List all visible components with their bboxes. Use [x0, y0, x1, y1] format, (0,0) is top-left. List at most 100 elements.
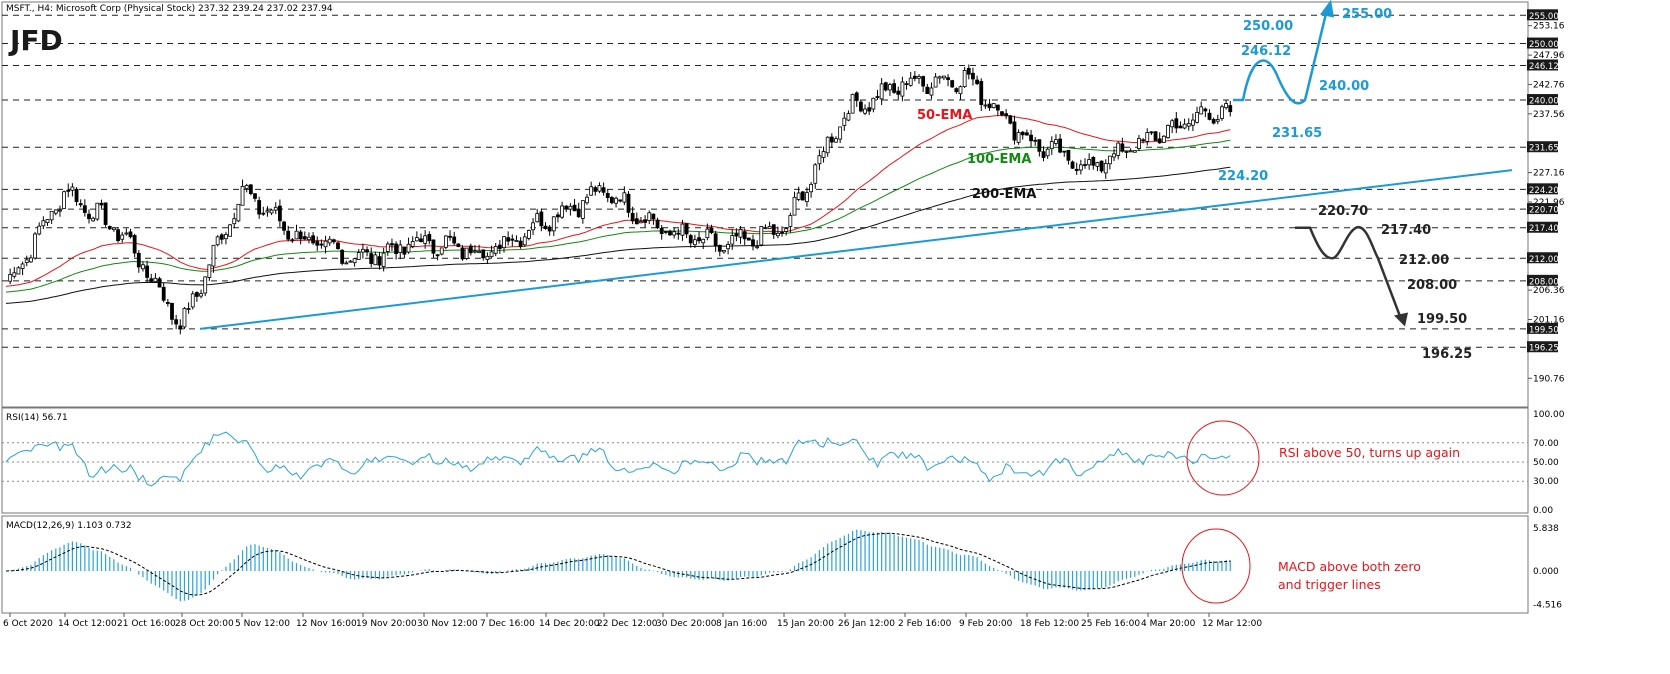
price-tag-label: 212.00 — [1529, 255, 1559, 265]
macd-highlight-circle — [1181, 528, 1251, 604]
candle — [1054, 134, 1058, 146]
candle-body-up — [1078, 164, 1083, 171]
candle — [120, 231, 125, 243]
candle — [165, 299, 170, 307]
candle — [1195, 106, 1199, 124]
candle-body-down — [688, 235, 693, 244]
candle — [377, 252, 382, 270]
candle-body-down — [1029, 134, 1033, 142]
candle — [568, 203, 573, 216]
candle-body-down — [145, 265, 150, 278]
candle-body-down — [742, 231, 747, 240]
candle — [942, 75, 946, 81]
candle-body-down — [867, 107, 872, 112]
candle-body-down — [921, 76, 926, 87]
candle-body-up — [580, 200, 585, 219]
candle-body-down — [298, 231, 303, 240]
candle-body-up — [190, 293, 195, 308]
price-tag-bg — [1527, 183, 1558, 195]
candle — [676, 228, 681, 240]
candle — [572, 198, 577, 212]
candle — [477, 244, 482, 254]
candle-body-up — [502, 236, 506, 249]
candle — [502, 235, 506, 253]
candle-body-down — [468, 245, 473, 254]
jfd-logo: JFD — [8, 24, 63, 57]
candle — [813, 163, 818, 189]
candle-body-down — [170, 302, 174, 320]
candle-body-down — [1074, 168, 1079, 171]
candle — [1087, 153, 1092, 170]
candle — [971, 67, 975, 86]
candle-body-up — [153, 277, 158, 283]
ema100-line — [5, 139, 1231, 293]
candle — [933, 73, 938, 88]
candle — [95, 202, 100, 221]
candle-body-up — [348, 260, 353, 263]
candle-body-down — [419, 238, 423, 242]
candle — [311, 232, 316, 245]
candle-body-up — [423, 235, 428, 244]
candle-body-up — [983, 104, 988, 107]
candle — [1199, 101, 1204, 115]
candle — [385, 241, 390, 256]
candle-body-up — [232, 218, 237, 225]
candle — [91, 216, 96, 222]
candle-body-up — [1132, 150, 1137, 153]
candle — [900, 76, 905, 102]
bearish-projection-path — [1295, 226, 1404, 322]
candle — [28, 254, 33, 263]
candle-body-down — [518, 240, 523, 247]
candle — [365, 246, 369, 257]
candle-body-down — [979, 81, 984, 105]
candle — [531, 218, 535, 236]
candle-body-up — [294, 230, 299, 240]
candle-body-down — [427, 234, 432, 242]
candle-body-down — [543, 225, 548, 229]
candle — [8, 268, 13, 285]
price-tag-bg — [1527, 9, 1558, 21]
candle-body-up — [784, 228, 789, 232]
price-tag-label: 231.65 — [1529, 144, 1559, 154]
candle-body-down — [452, 236, 457, 244]
candle — [966, 64, 971, 80]
candle — [286, 225, 291, 242]
candle — [755, 240, 760, 250]
time-label: 19 Nov 20:00 — [356, 619, 417, 629]
candle-body-up — [307, 236, 311, 241]
candle — [580, 200, 585, 224]
candle — [439, 247, 444, 256]
candle — [618, 199, 623, 203]
time-label: 18 Feb 12:00 — [1020, 619, 1079, 629]
candle — [236, 203, 241, 223]
candle — [1000, 110, 1004, 117]
candle-body-down — [1041, 151, 1046, 158]
candle-body-down — [854, 92, 859, 101]
candle — [987, 98, 992, 111]
candle — [1029, 129, 1033, 148]
candle-body-up — [1112, 153, 1116, 158]
candle — [726, 241, 730, 255]
candle-body-down — [1020, 131, 1025, 136]
candle-body-up — [443, 235, 448, 248]
candle — [634, 212, 639, 225]
candle — [473, 245, 477, 254]
candle — [589, 181, 594, 196]
candle-body-up — [41, 220, 46, 227]
candle — [460, 245, 465, 261]
bearish-arrow-head — [1394, 312, 1408, 327]
candle-body-up — [962, 70, 967, 87]
candle — [655, 217, 660, 229]
candle-body-up — [551, 216, 556, 232]
candle-body-down — [315, 241, 320, 246]
candle — [751, 234, 755, 251]
price-tag-label: 240.00 — [1529, 97, 1559, 107]
chart-header: MSFT., H4: Microsoft Corp (Physical Stoc… — [6, 4, 333, 14]
level-label: 224.20 — [1218, 169, 1268, 184]
candle — [663, 231, 668, 235]
time-label: 6 Oct 2020 — [3, 619, 53, 629]
candle-body-down — [912, 75, 917, 79]
level-label: 255.00 — [1342, 7, 1392, 22]
candle-body-up — [33, 233, 37, 259]
